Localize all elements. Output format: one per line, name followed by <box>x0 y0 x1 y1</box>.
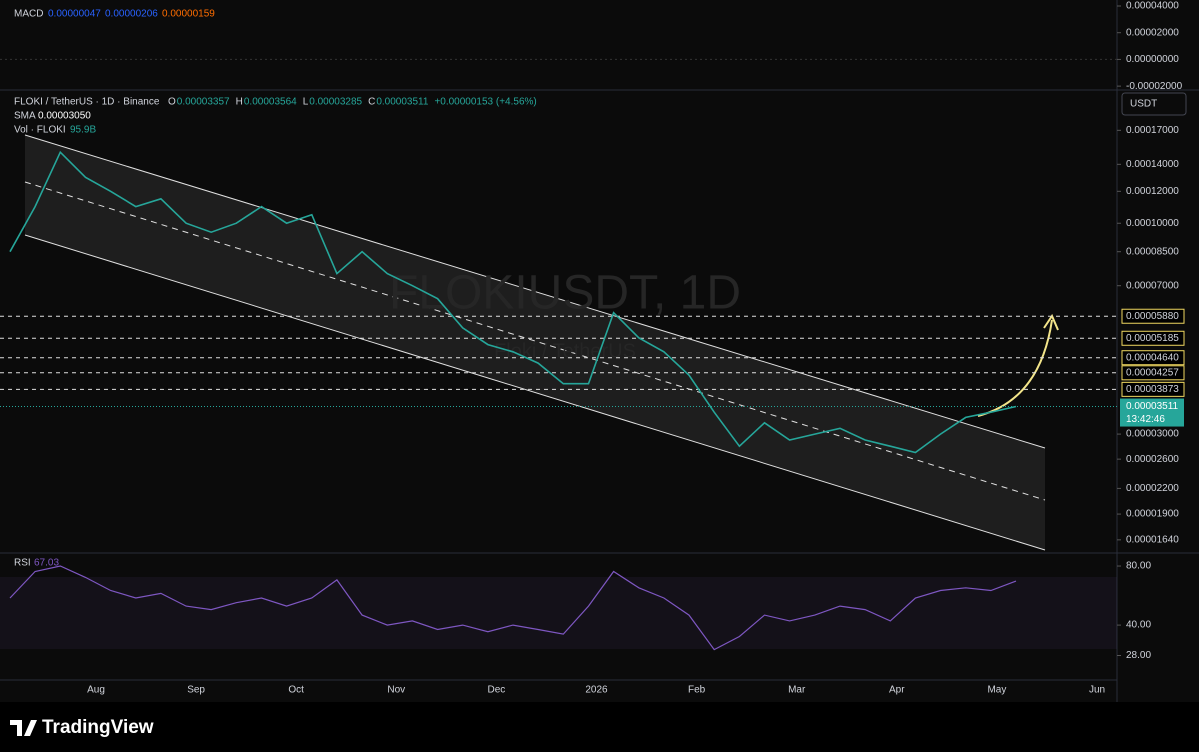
channel-mid <box>24 181 1046 501</box>
price-tick-label: 0.00008500 <box>1126 246 1179 257</box>
rsi-tick-label: 40.00 <box>1126 620 1151 631</box>
ohlc-key: L <box>303 97 309 108</box>
brand: TradingView <box>42 717 154 738</box>
macd-tick-label: 0.00004000 <box>1126 1 1179 12</box>
rsi-band <box>0 577 1117 649</box>
symbol: FLOKI / TetherUS · 1D · Binance <box>14 97 160 108</box>
macd-label: MACD <box>14 9 43 20</box>
last-price-box <box>1120 398 1184 427</box>
macd-tick-label: -0.00002000 <box>1126 81 1183 92</box>
channel-upper <box>24 134 1046 449</box>
ohlc-value: 0.00003357 <box>177 97 230 108</box>
time-label: May <box>987 685 1006 696</box>
level-label: 0.00005880 <box>1126 311 1179 322</box>
level-label: 0.00003873 <box>1126 384 1179 395</box>
price-tick-label: 0.00001640 <box>1126 534 1179 545</box>
macd-signal: 0.00000206 <box>105 9 158 20</box>
vol-value: 95.9B <box>70 125 96 136</box>
time-label: Apr <box>889 685 905 696</box>
currency-label[interactable]: USDT <box>1130 99 1157 110</box>
watermark-title: FLOKIUSDT, 1D <box>389 267 741 320</box>
time-label: Sep <box>187 685 205 696</box>
last-price-label: 0.00003511 <box>1126 401 1179 412</box>
price-tick-label: 0.00017000 <box>1126 125 1179 136</box>
currency-button[interactable] <box>1121 92 1187 116</box>
level-label: 0.00004257 <box>1126 367 1179 378</box>
price-line <box>9 150 1017 454</box>
price-tick-label: 0.00012000 <box>1126 186 1179 197</box>
ohlc-value: 0.00003511 <box>376 97 429 108</box>
level-box <box>1121 330 1185 346</box>
tv-logo <box>10 720 37 736</box>
ohlc-key: O <box>168 97 176 108</box>
macd-hist: 0.00000159 <box>162 9 215 20</box>
price-tick-label: 0.00014000 <box>1126 159 1179 170</box>
price-tick-label: 0.00001900 <box>1126 509 1179 520</box>
macd-value: 0.00000047 <box>48 9 101 20</box>
level-box <box>1121 381 1185 397</box>
time-label: Nov <box>387 685 405 696</box>
ohlc-value: 0.00003564 <box>244 97 297 108</box>
countdown: 13:42:46 <box>1126 414 1165 425</box>
price-tick-label: 0.00003000 <box>1126 429 1179 440</box>
sma-value: 0.00003050 <box>38 111 91 122</box>
footer <box>0 702 1199 752</box>
vol-label: Vol · FLOKI <box>14 125 66 136</box>
watermark-subtitle: Floki / TetherUS <box>494 340 636 362</box>
change: +0.00000153 (+4.56%) <box>434 97 536 108</box>
ohlc-key: C <box>368 97 375 108</box>
time-label: Aug <box>87 685 105 696</box>
level-box <box>1121 350 1185 366</box>
time-label: Feb <box>688 685 706 696</box>
channel-fill <box>25 135 1045 550</box>
ohlc-value: 0.00003285 <box>309 97 362 108</box>
rsi-tick-label: 80.00 <box>1126 561 1151 572</box>
level-box <box>1121 365 1185 381</box>
rsi-line <box>9 565 1017 651</box>
price-tick-label: 0.00010000 <box>1126 218 1179 229</box>
channel-lower <box>24 234 1046 551</box>
price-tick-label: 0.00007000 <box>1126 280 1179 291</box>
ohlc-key: H <box>236 97 243 108</box>
level-label: 0.00005185 <box>1126 333 1179 344</box>
level-label: 0.00004640 <box>1126 352 1179 363</box>
price-tick-label: 0.00002200 <box>1126 483 1179 494</box>
rsi-tick-label: 28.00 <box>1126 650 1151 661</box>
time-label: 2026 <box>585 685 608 696</box>
rsi-value: 67.03 <box>34 558 59 569</box>
time-label: Mar <box>788 685 806 696</box>
rsi-label: RSI <box>14 558 31 569</box>
time-label: Jun <box>1089 685 1105 696</box>
level-box <box>1121 308 1185 324</box>
time-label: Dec <box>488 685 506 696</box>
macd-tick-label: 0.00002000 <box>1126 27 1179 38</box>
time-label: Oct <box>288 685 304 696</box>
macd-tick-label: 0.00000000 <box>1126 54 1179 65</box>
sma-label: SMA <box>14 111 36 122</box>
price-tick-label: 0.00002600 <box>1126 454 1179 465</box>
